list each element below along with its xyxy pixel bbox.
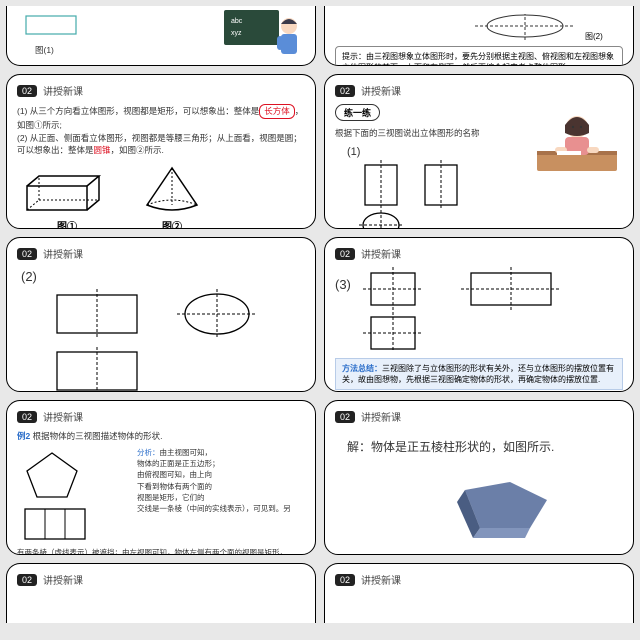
ellipse-cross-fig: 图(2)	[335, 14, 625, 42]
slide-1b-partial: 图(2) 提示：由三视图想象立体图形时，要先分别根据主视图、俯视图和左视图想象立…	[324, 6, 634, 66]
analysis-text: 分析：由主视图可知， 物体的正面是正五边形； 由俯视图可知，由上向 下看到物体有…	[137, 447, 291, 547]
teacher-illustration: abc xyz	[219, 8, 309, 58]
part-label: (3)	[335, 275, 351, 295]
section-num: 02	[17, 85, 37, 97]
fig-cone: 图②	[137, 163, 207, 229]
slide-8-partial: 02讲授新课	[6, 563, 316, 623]
hint-box: 提示：由三视图想象立体图形时，要先分别根据主视图、俯视图和左视图想象立体图形的前…	[335, 46, 623, 66]
three-views-3	[361, 267, 591, 352]
slide-9-partial: 02讲授新课	[324, 563, 634, 623]
three-views-2	[47, 287, 307, 393]
slide-7: 02讲授新课 解：物体是正五棱柱形状的，如图所示.	[324, 400, 634, 555]
pentagon-views	[17, 447, 127, 547]
student-illustration	[527, 105, 627, 175]
slide-6: 02讲授新课 例2 根据物体的三视图描述物体的形状. 分析：由主视图可知， 物体…	[6, 400, 316, 555]
three-views-1	[355, 160, 525, 229]
fig-cuboid: 图①	[17, 168, 117, 229]
example-text: 例2 根据物体的三视图描述物体的形状.	[17, 430, 305, 443]
answer-2: 圆锥	[94, 145, 111, 155]
analysis-text-2: 有两条棱（虚线表示）被遮挡；由左视图可知，物体左侧有两个面的视图是矩形， 它们的…	[17, 547, 305, 555]
svg-text:图(2): 图(2)	[585, 32, 603, 41]
text-line1: (1) 从三个方向看立体图形，视图都是矩形，可以想象出：整体是长方体，如图①所示…	[17, 104, 305, 132]
slide-2: 02 讲授新课 (1) 从三个方向看立体图形，视图都是矩形，可以想象出：整体是长方…	[6, 74, 316, 229]
rect-fig1	[21, 14, 81, 44]
practice-pill: 练一练	[335, 104, 380, 121]
slide-3: 02讲授新课 练一练 根据下面的三视图说出立体图形的名称 (1)	[324, 74, 634, 229]
section-title: 讲授新课	[43, 83, 83, 98]
slide-5: 02讲授新课 (3) 方法总结：三视图除了与立体图形的形状有关外，还与立体图形的…	[324, 237, 634, 392]
slide-1-partial: abcxyz 图(1)	[6, 6, 316, 66]
method-summary: 方法总结：三视图除了与立体图形的形状有关外，还与立体图形的摆放位置有关，故由图想…	[335, 358, 623, 390]
svg-text:xyz: xyz	[231, 30, 242, 37]
answer-1: 长方体	[259, 104, 295, 119]
svg-text:abc: abc	[231, 18, 243, 25]
part-label: (2)	[21, 267, 305, 287]
text-line2: (2) 从正面、侧面看立体图形，视图都是等腰三角形；从上面看，视图是圆；可以想象…	[17, 132, 305, 158]
pentagonal-prism-3d	[435, 470, 565, 545]
solution-text: 解：物体是正五棱柱形状的，如图所示.	[347, 438, 623, 456]
slide-4: 02讲授新课 (2)	[6, 237, 316, 392]
